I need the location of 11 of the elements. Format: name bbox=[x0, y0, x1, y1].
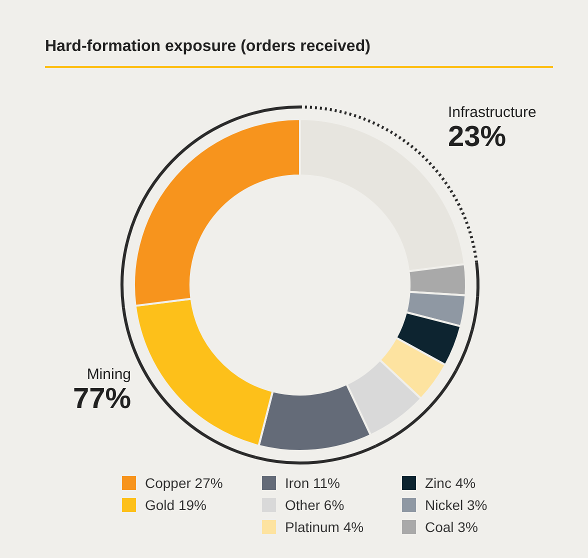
legend-label: Copper 27% bbox=[144, 474, 224, 493]
legend-label: Iron 11% bbox=[284, 474, 341, 493]
legend-label: Other 6% bbox=[284, 496, 346, 515]
legend-label: Coal 3% bbox=[424, 518, 479, 537]
chart-title: Hard-formation exposure (orders received) bbox=[45, 38, 370, 56]
data-label: 23% bbox=[448, 120, 508, 154]
text: Mining 77% bbox=[72, 366, 131, 416]
legend-label: Platinum 4% bbox=[284, 518, 365, 537]
legend-label: Zinc 4% bbox=[424, 474, 477, 493]
legend-label: Gold 19% bbox=[144, 496, 208, 515]
legend-label: Nickel 3% bbox=[424, 496, 488, 515]
